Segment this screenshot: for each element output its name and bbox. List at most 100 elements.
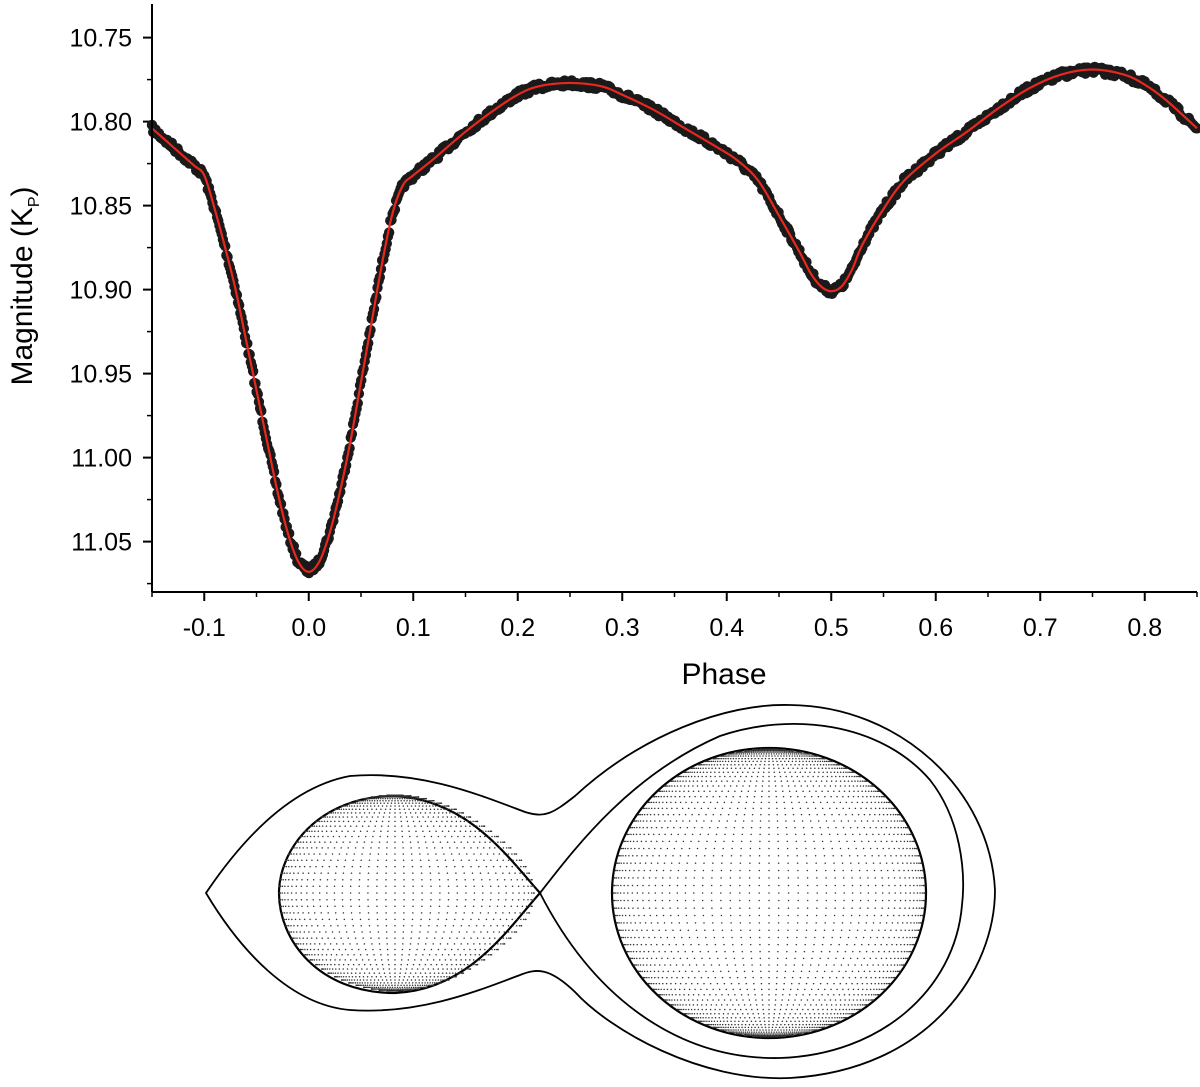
- surface-mesh-dot: [391, 799, 393, 802]
- surface-mesh-dot: [671, 807, 673, 810]
- surface-mesh-dot: [403, 799, 405, 802]
- surface-mesh-dot: [794, 785, 796, 787]
- surface-mesh-dot: [804, 1004, 806, 1006]
- surface-mesh-dot: [627, 884, 629, 887]
- surface-mesh-dot: [730, 760, 733, 763]
- surface-mesh-dot: [658, 929, 660, 932]
- surface-mesh-dot: [472, 820, 474, 823]
- surface-mesh-dot: [746, 763, 748, 766]
- surface-mesh-dot: [387, 989, 389, 991]
- surface-mesh-dot: [619, 869, 621, 872]
- surface-mesh-dot: [368, 972, 371, 974]
- surface-mesh-dot: [720, 899, 722, 902]
- surface-mesh-dot: [370, 802, 372, 804]
- surface-mesh-dot: [845, 970, 847, 973]
- surface-mesh-dot: [615, 907, 618, 909]
- surface-mesh-dot: [455, 825, 457, 827]
- surface-mesh-dot: [730, 854, 733, 857]
- surface-mesh-dot: [464, 954, 467, 956]
- surface-mesh-dot: [679, 775, 681, 778]
- surface-mesh-dot: [670, 833, 673, 836]
- surface-mesh-dot: [676, 780, 679, 782]
- surface-mesh-dot: [447, 898, 450, 901]
- surface-mesh-dot: [701, 1004, 703, 1006]
- surface-mesh-dot: [630, 957, 632, 960]
- surface-mesh-dot: [418, 937, 420, 939]
- surface-mesh-dot: [825, 780, 828, 782]
- surface-mesh-dot: [741, 760, 743, 763]
- surface-mesh-dot: [503, 943, 506, 945]
- surface-mesh-dot: [716, 760, 719, 763]
- surface-mesh-dot: [724, 950, 726, 953]
- surface-mesh-dot: [289, 912, 291, 914]
- surface-mesh-dot: [350, 872, 353, 874]
- surface-mesh-dot: [480, 931, 482, 933]
- surface-mesh-dot: [648, 877, 651, 879]
- surface-mesh-dot: [759, 1029, 761, 1031]
- surface-mesh-dot: [838, 970, 840, 973]
- surface-mesh-dot: [382, 986, 384, 989]
- surface-mesh-dot: [473, 931, 475, 933]
- surface-mesh-dot: [409, 984, 411, 987]
- surface-mesh-dot: [466, 853, 468, 855]
- surface-mesh-dot: [771, 757, 774, 760]
- surface-mesh-dot: [366, 808, 369, 811]
- surface-mesh-dot: [522, 865, 525, 868]
- surface-mesh-dot: [785, 763, 788, 766]
- surface-mesh-dot: [684, 892, 687, 894]
- surface-mesh-dot: [335, 918, 338, 921]
- surface-mesh-dot: [653, 936, 656, 939]
- surface-mesh-dot: [510, 878, 513, 881]
- surface-mesh-dot: [655, 988, 658, 991]
- surface-mesh-dot: [313, 931, 315, 933]
- surface-mesh-dot: [762, 1034, 764, 1036]
- surface-mesh-dot: [693, 907, 696, 909]
- x-tick-label: 0.0: [291, 614, 326, 642]
- surface-mesh-dot: [744, 807, 747, 810]
- surface-mesh-dot: [734, 753, 736, 755]
- surface-mesh-dot: [637, 877, 639, 879]
- surface-mesh-dot: [727, 1029, 730, 1031]
- surface-mesh-dot: [359, 802, 361, 804]
- surface-mesh-dot: [798, 1020, 800, 1023]
- surface-mesh-dot: [800, 999, 803, 1001]
- surface-mesh-dot: [773, 767, 775, 770]
- surface-mesh-dot: [437, 812, 440, 814]
- surface-mesh-dot: [301, 925, 303, 927]
- surface-mesh-dot: [326, 968, 329, 970]
- surface-mesh-dot: [794, 1020, 796, 1023]
- surface-mesh-dot: [674, 982, 677, 985]
- surface-mesh-dot: [326, 963, 329, 966]
- surface-mesh-dot: [410, 988, 413, 990]
- surface-mesh-dot: [678, 970, 681, 973]
- surface-mesh-dot: [438, 959, 441, 961]
- surface-mesh-dot: [740, 1031, 743, 1033]
- surface-mesh-dot: [676, 1004, 679, 1006]
- surface-mesh-dot: [483, 937, 485, 939]
- surface-mesh-dot: [805, 1023, 808, 1026]
- surface-mesh-dot: [305, 943, 308, 945]
- surface-mesh-dot: [782, 1026, 784, 1029]
- surface-mesh-dot: [826, 1008, 829, 1011]
- surface-mesh-dot: [621, 914, 624, 917]
- surface-mesh-dot: [391, 984, 393, 987]
- surface-mesh-dot: [772, 751, 774, 753]
- surface-mesh-dot: [470, 847, 472, 849]
- surface-mesh-dot: [721, 760, 724, 763]
- surface-mesh-dot: [688, 964, 691, 966]
- surface-mesh-dot: [473, 943, 475, 945]
- surface-mesh-dot: [422, 830, 424, 832]
- surface-mesh-dot: [739, 767, 742, 770]
- surface-mesh-dot: [682, 775, 685, 778]
- surface-mesh-dot: [735, 970, 738, 973]
- surface-mesh-dot: [359, 812, 361, 814]
- surface-mesh-dot: [508, 872, 511, 874]
- surface-mesh-dot: [401, 802, 403, 804]
- surface-mesh-dot: [833, 994, 835, 996]
- surface-mesh-dot: [679, 1008, 681, 1011]
- surface-mesh-dot: [804, 943, 806, 946]
- surface-mesh-dot: [787, 922, 789, 924]
- surface-mesh-dot: [637, 964, 639, 966]
- surface-mesh-dot: [527, 885, 529, 888]
- surface-mesh-dot: [678, 922, 681, 924]
